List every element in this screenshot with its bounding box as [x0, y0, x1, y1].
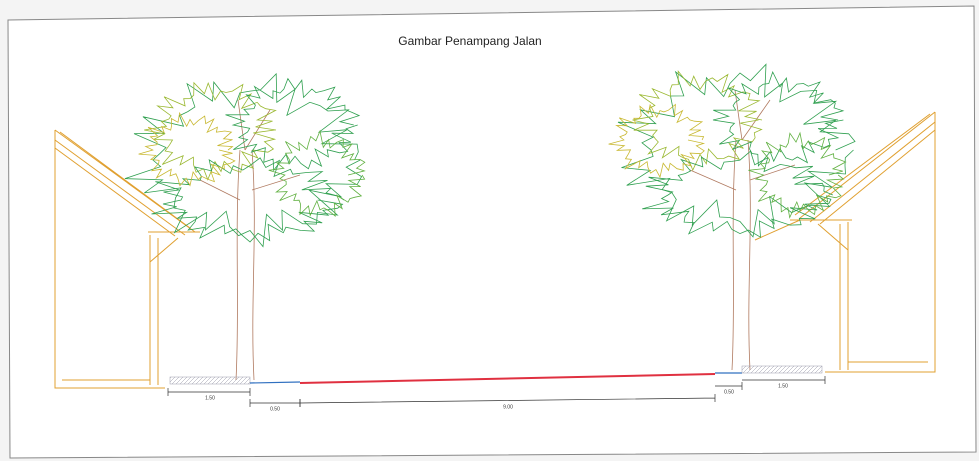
- left-building: [54, 129, 200, 389]
- foliage: [144, 81, 277, 181]
- dimension-label: 1.50: [778, 383, 788, 389]
- road: [300, 373, 715, 384]
- right-sidewalk: [741, 365, 823, 374]
- foliage: [151, 157, 345, 243]
- right-trunk: [689, 89, 796, 371]
- dimension-label: 1.50: [205, 395, 215, 401]
- canopies: [124, 63, 856, 248]
- title: Gambar Penampang Jalan: [398, 34, 541, 48]
- foliage: [632, 70, 763, 172]
- dimension-label: 9.00: [503, 404, 513, 410]
- right-building: [754, 111, 936, 373]
- foliage: [225, 77, 361, 172]
- left-trunk: [199, 99, 301, 381]
- dimension-label: 0.50: [270, 406, 280, 412]
- left-sidewalk: [169, 376, 251, 385]
- foliage: [712, 70, 845, 167]
- frame: [7, 5, 977, 459]
- left-gutter: [249, 381, 301, 384]
- foliage: [642, 150, 833, 238]
- foliage: [748, 131, 847, 219]
- foliage: [608, 103, 706, 179]
- dimension-lines: [167, 376, 826, 407]
- dimension-label: 0.50: [724, 389, 734, 395]
- foliage: [268, 129, 366, 218]
- foliage: [138, 111, 236, 187]
